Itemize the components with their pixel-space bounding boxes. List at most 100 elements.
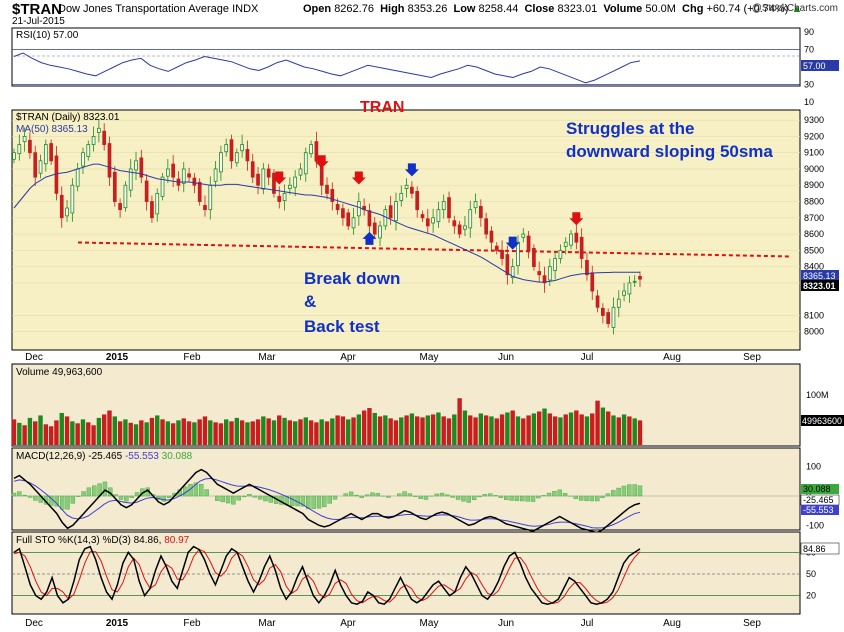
macd-histogram-bar: [573, 495, 578, 499]
candle-body: [134, 160, 138, 171]
candle-body: [457, 224, 462, 235]
struggles-annotation-line1: Struggles at the: [566, 119, 694, 138]
volume-bar: [574, 410, 579, 445]
macd-histogram-bar: [632, 484, 637, 497]
candle-body: [203, 205, 207, 211]
macd-histogram-bar: [316, 495, 322, 509]
rsi-series-line: [13, 52, 641, 84]
macd-histogram-bar: [466, 495, 471, 503]
macd-tick-label: -100: [806, 520, 824, 530]
macd-histogram-bar: [134, 492, 140, 497]
volume-bar: [308, 420, 314, 445]
volume-bar: [155, 415, 160, 445]
candle-body: [22, 136, 27, 143]
volume-bar: [208, 420, 213, 445]
candle-body: [86, 144, 91, 157]
volume-bar: [324, 421, 330, 445]
price-tick-label: 8900: [804, 180, 824, 190]
macd-histogram-bar: [477, 495, 482, 498]
candle-body: [54, 155, 59, 194]
candle-body: [49, 143, 53, 162]
volume-bar: [239, 420, 245, 445]
volume-bar: [356, 414, 362, 445]
candle-body: [638, 275, 642, 280]
volume-bar: [107, 410, 112, 445]
candle-body: [388, 205, 393, 219]
macd-histogram-bar: [536, 495, 541, 499]
x-tick-label: Aug: [663, 618, 681, 629]
stochastic-legend-d: 80.97: [164, 535, 189, 546]
open-value: 8262.76: [334, 3, 374, 15]
macd-histogram-bar: [241, 495, 247, 498]
volume-value: 50.0M: [645, 3, 676, 15]
volume-bar: [70, 421, 75, 445]
rsi-tick-label: 30: [804, 80, 814, 90]
x-tick-label: Feb: [183, 618, 201, 629]
up-arrow-icon: ▲: [791, 3, 803, 15]
x-tick-label: May: [420, 352, 439, 363]
ma-legend: MA(50) 8365.13: [16, 124, 88, 135]
candle-body: [187, 173, 191, 178]
macd-histogram-bar: [359, 495, 364, 498]
candle-body: [181, 168, 186, 184]
volume-bar: [399, 417, 404, 445]
volume-bar: [542, 408, 547, 445]
low-label: Low: [453, 3, 476, 15]
x-tick-label: 2015: [106, 618, 129, 629]
candle-body: [489, 230, 494, 243]
macd-histogram-bar: [86, 487, 92, 497]
candle-body: [144, 180, 149, 202]
candle-body: [107, 143, 112, 178]
candle-body: [399, 192, 404, 201]
chg-label: Chg: [682, 3, 704, 15]
volume-bar: [404, 415, 409, 445]
volume-bar: [521, 418, 526, 445]
volume-bar: [149, 417, 155, 445]
macd-histogram-bar: [402, 491, 407, 497]
volume-bar: [452, 414, 457, 445]
macd-histogram-bar: [311, 495, 316, 509]
macd-value-label: -25.465: [803, 495, 834, 505]
macd-histogram-bar: [290, 495, 295, 506]
annotation-arrow-down-icon: [351, 171, 366, 185]
last-close-label: 8323.01: [803, 281, 836, 291]
macd-histogram-bar: [11, 492, 17, 497]
candle-body: [547, 266, 552, 281]
candle-body: [425, 218, 430, 227]
candle-body: [526, 235, 531, 251]
volume-bar: [632, 418, 637, 445]
symbol-label: $TRAN: [12, 1, 63, 18]
price-tick-label: 8600: [804, 229, 824, 239]
volume-bar: [139, 420, 144, 445]
candle-body: [590, 272, 595, 292]
x-tick-label: Mar: [258, 618, 276, 629]
candle-body: [463, 225, 467, 230]
candle-body: [65, 207, 69, 217]
macd-histogram-bar: [530, 495, 536, 502]
macd-histogram-bar: [166, 495, 172, 498]
candle-body: [75, 168, 80, 187]
macd-histogram-bar: [562, 493, 568, 497]
candle-body: [420, 214, 425, 219]
volume-bar: [361, 410, 367, 445]
macd-histogram-bar: [621, 485, 627, 497]
candle-body: [606, 312, 611, 324]
volume-bar: [372, 412, 377, 445]
volume-bar: [27, 417, 33, 445]
volume-bar: [181, 418, 186, 445]
candle-body: [500, 249, 504, 259]
macd-legend: MACD(12,26,9) -25.465 -55.553 30.088: [16, 451, 193, 462]
macd-histogram-bar: [199, 484, 204, 497]
candle-body: [325, 184, 329, 194]
volume-bar: [436, 412, 441, 445]
price-tick-label: 8100: [804, 310, 824, 320]
stochastic-legend-k: Full STO %K(14,3) %D(3) 84.86,: [16, 535, 161, 546]
macd-legend-hist: 30.088: [162, 451, 193, 462]
volume-bar: [133, 424, 139, 445]
volume-bar: [144, 422, 149, 445]
candle-body: [537, 271, 542, 276]
candle-body: [473, 201, 478, 209]
macd-histogram-bar: [637, 485, 643, 497]
volume-bar: [80, 419, 86, 445]
